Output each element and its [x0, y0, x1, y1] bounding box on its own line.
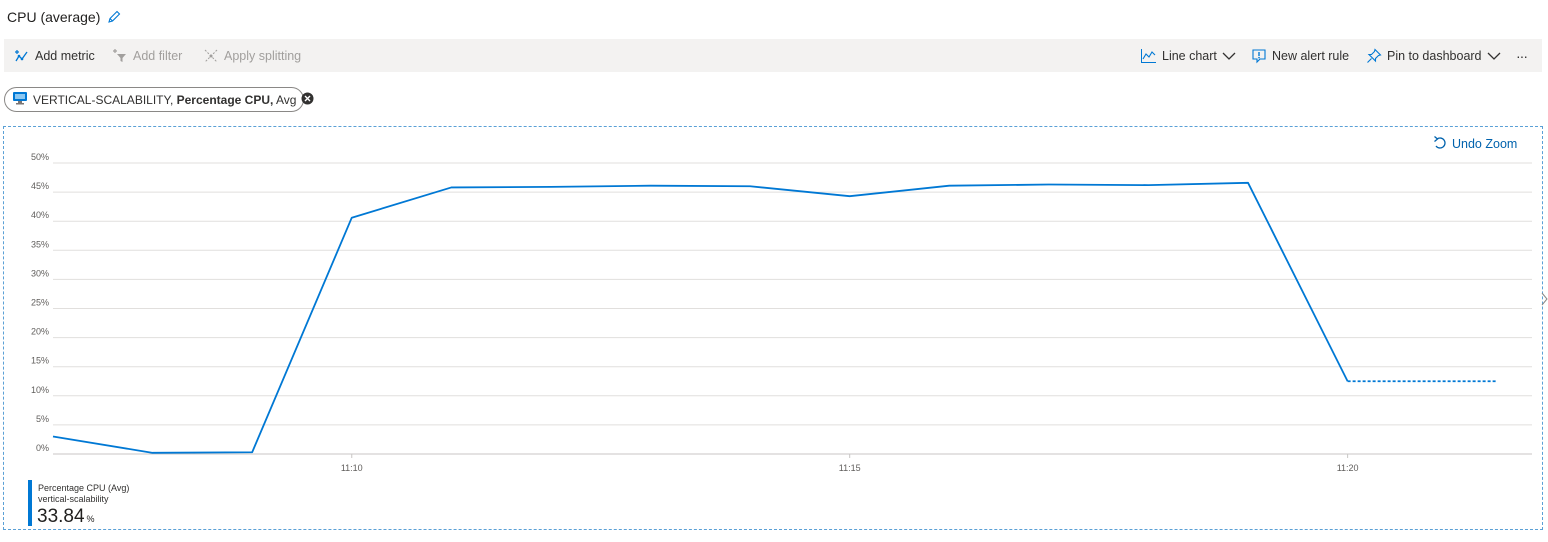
legend-value: 33.84% [37, 506, 95, 528]
metric-resource: VERTICAL-SCALABILITY, [33, 92, 174, 107]
pin-icon [1366, 47, 1382, 64]
y-tick-label: 10% [31, 385, 49, 395]
chart-type-dropdown[interactable]: Line chart [1140, 39, 1236, 72]
legend-value-number: 33.84 [37, 506, 85, 527]
metric-pill-text: VERTICAL-SCALABILITY, Percentage CPU, Av… [33, 93, 296, 107]
undo-icon [1433, 135, 1447, 154]
add-filter-button[interactable]: Add filter [112, 39, 182, 72]
undo-zoom-label: Undo Zoom [1452, 137, 1518, 151]
y-tick-label: 15% [31, 356, 49, 366]
y-tick-label: 0% [36, 443, 49, 453]
chart-area [3, 126, 1543, 530]
pin-to-dashboard-label: Pin to dashboard [1387, 48, 1482, 63]
legend-color-bar [28, 480, 32, 526]
line-chart-icon [1140, 48, 1157, 64]
undo-zoom-button[interactable]: Undo Zoom [1433, 134, 1517, 154]
y-tick-label: 50% [31, 152, 49, 162]
y-tick-label: 35% [31, 239, 49, 249]
y-tick-label: 20% [31, 327, 49, 337]
add-metric-icon [14, 48, 30, 64]
chart-title: CPU (average) [7, 9, 101, 25]
apply-splitting-button[interactable]: Apply splitting [203, 39, 301, 72]
y-tick-label: 5% [36, 414, 49, 424]
x-tick-label: 11:10 [341, 463, 363, 473]
legend-metric-name: Percentage CPU (Avg) [38, 483, 130, 493]
x-tick-label: 11:15 [839, 463, 861, 473]
metric-pill[interactable]: VERTICAL-SCALABILITY, Percentage CPU, Av… [4, 87, 314, 112]
y-tick-label: 40% [31, 210, 49, 220]
splitting-icon [203, 48, 219, 64]
metric-name: Percentage CPU, [176, 92, 274, 107]
add-filter-label: Add filter [133, 48, 183, 63]
legend-value-unit: % [86, 514, 95, 524]
new-alert-rule-label: New alert rule [1272, 48, 1350, 63]
pin-to-dashboard-dropdown[interactable]: Pin to dashboard [1366, 39, 1501, 72]
legend-resource-name: vertical-scalability [38, 494, 109, 504]
y-tick-label: 25% [31, 298, 49, 308]
apply-splitting-label: Apply splitting [224, 48, 302, 63]
chart-title-row: CPU (average) [7, 6, 122, 28]
close-circle-icon[interactable] [301, 92, 314, 108]
alert-icon [1251, 48, 1267, 64]
add-metric-label: Add metric [35, 48, 95, 63]
vm-icon [12, 91, 28, 108]
line-chart-label: Line chart [1162, 48, 1217, 63]
metric-aggregation: Avg [276, 92, 297, 107]
pencil-icon[interactable] [106, 9, 122, 25]
chevron-right-icon[interactable] [1541, 292, 1548, 311]
x-tick-label: 11:20 [1337, 463, 1359, 473]
y-tick-label: 30% [31, 268, 49, 278]
metrics-toolbar: Add metric Add filter Apply splitting Li… [4, 39, 1542, 72]
cpu-series-line[interactable] [52, 181, 1349, 454]
chevron-down-icon [1487, 51, 1501, 61]
chevron-down-icon [1222, 51, 1236, 61]
more-options-button[interactable]: ··· [1516, 47, 1528, 64]
filter-icon [112, 48, 128, 64]
new-alert-rule-button[interactable]: New alert rule [1251, 39, 1349, 72]
add-metric-button[interactable]: Add metric [14, 39, 95, 72]
y-tick-label: 45% [31, 181, 49, 191]
